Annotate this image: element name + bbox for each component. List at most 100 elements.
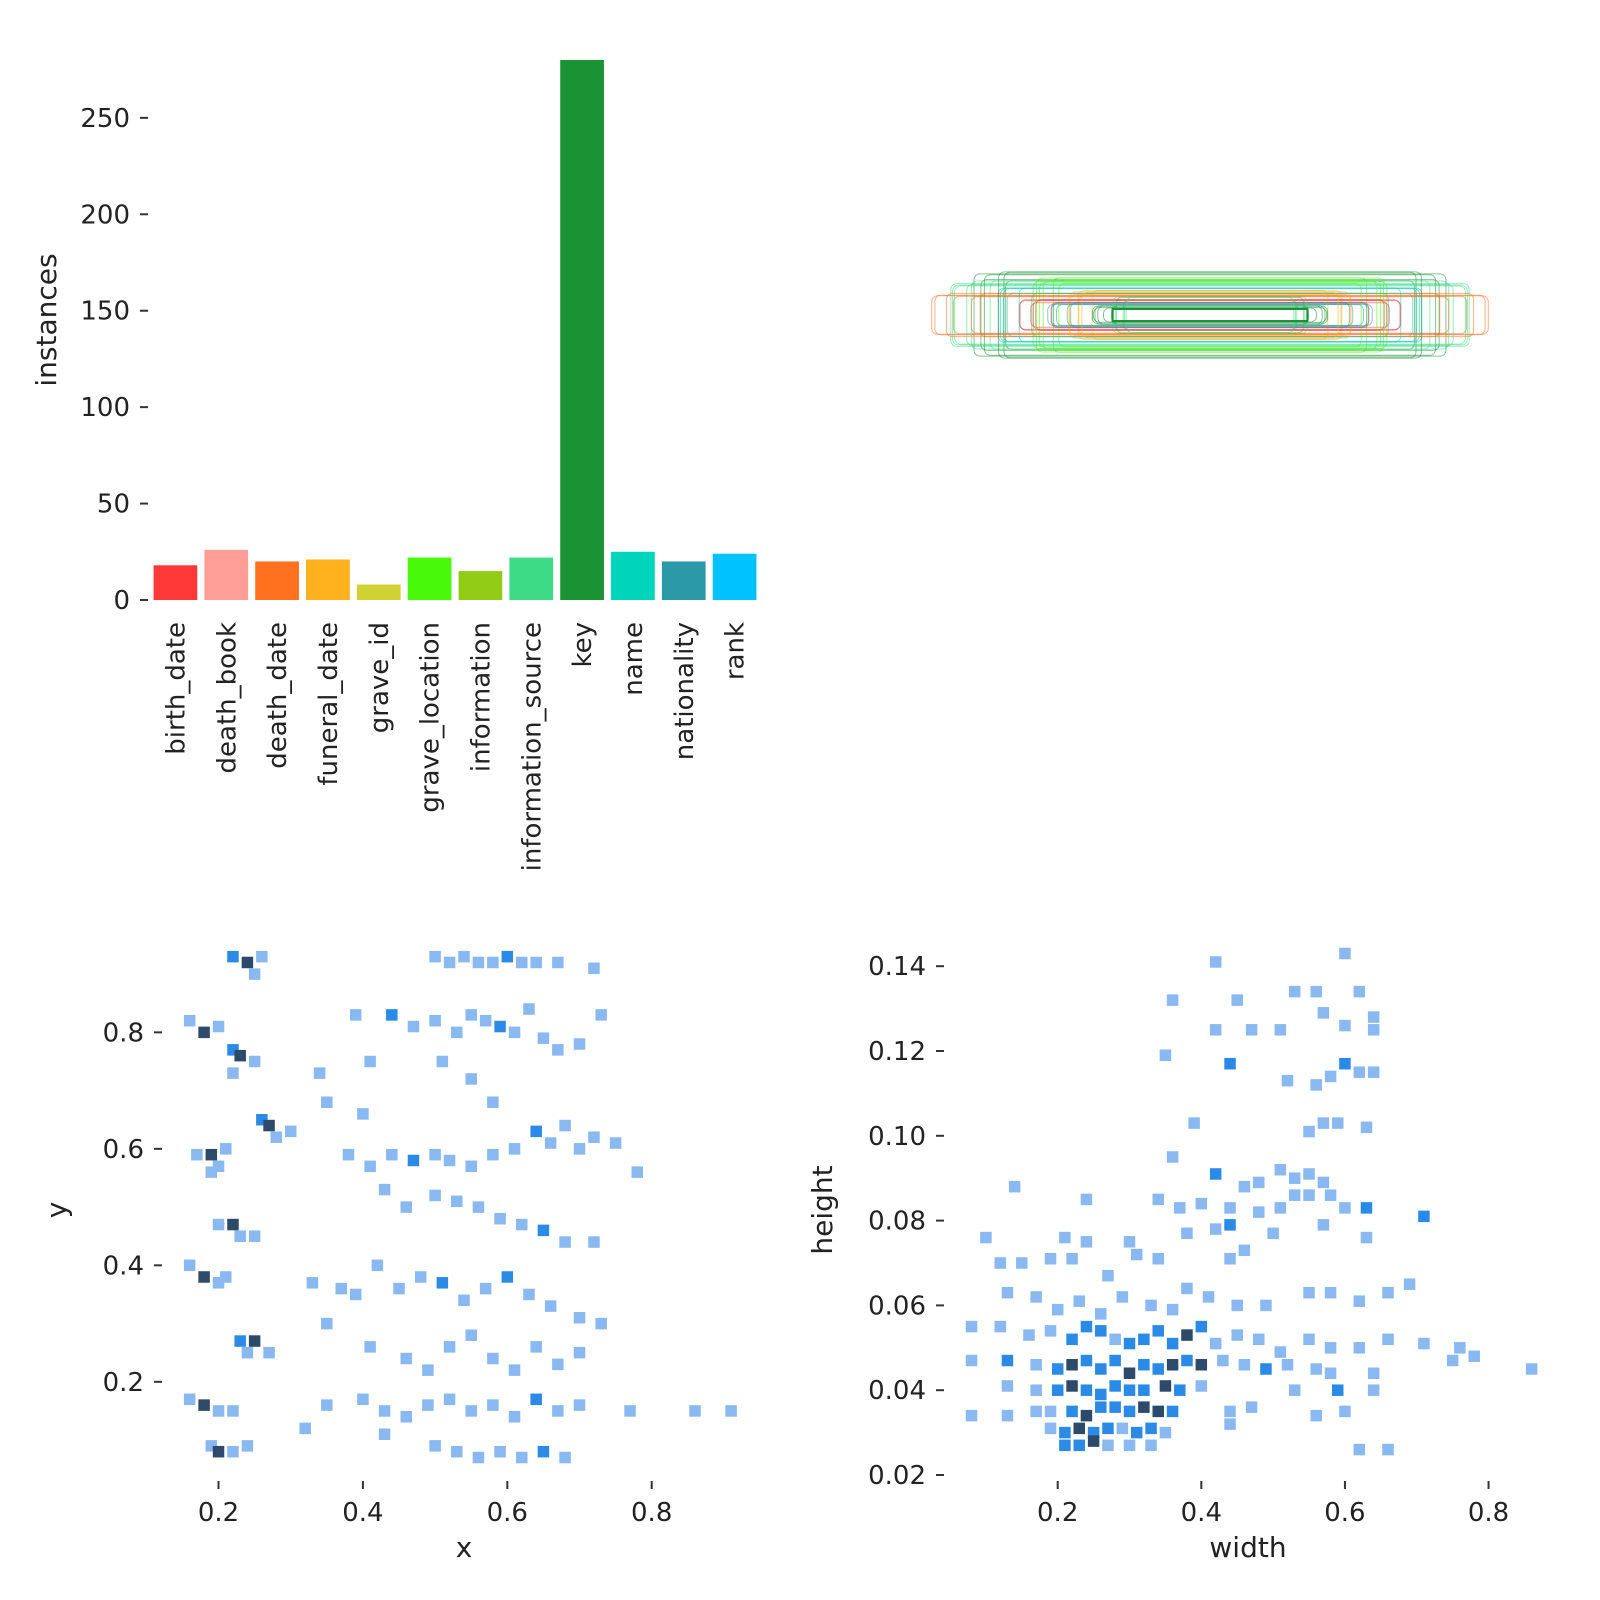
heatmap-cell (487, 1096, 499, 1109)
bar-information (458, 571, 503, 600)
label-box (1111, 308, 1309, 322)
heatmap-cell (537, 1032, 550, 1044)
heatmap-cell (1152, 1253, 1164, 1265)
heatmap-cell (516, 1451, 528, 1464)
label-box (1103, 307, 1317, 323)
heatmap-cell (1051, 1303, 1064, 1316)
x-tick-label: funeral_date (314, 622, 344, 786)
box-shape-overlay (931, 271, 1489, 359)
label-box (952, 284, 1468, 346)
y-tick-label: 250 (80, 104, 130, 134)
heatmap-cell (573, 1311, 586, 1324)
heatmap-cell (1303, 1189, 1315, 1201)
heatmap-cell (234, 1230, 246, 1242)
heatmap-cell (573, 1143, 586, 1155)
heatmap-cell (1224, 1405, 1236, 1418)
heatmap-cell (1166, 1337, 1179, 1350)
heatmap-cell (1454, 1342, 1466, 1354)
heatmap-cell (465, 1073, 477, 1085)
x-tick-label: 0.2 (1037, 1498, 1078, 1528)
heatmap-cell (1066, 1333, 1078, 1346)
heatmap-cell (1080, 1320, 1093, 1333)
heatmap-cell (451, 1445, 463, 1458)
heatmap-cell (234, 1049, 246, 1062)
y-tick-label: 0.6 (103, 1135, 144, 1165)
heatmap-cell (1353, 1342, 1366, 1354)
x-tick-label: key (568, 622, 598, 668)
heatmap-cell (1339, 1057, 1351, 1070)
heatmap-cell (227, 1445, 239, 1458)
heatmap-cell (530, 1341, 542, 1353)
heatmap-cell (1303, 1286, 1315, 1299)
heatmap-cell (212, 1277, 225, 1289)
heatmap-cell (1260, 1299, 1272, 1312)
x-tick-label: 0.6 (1324, 1498, 1365, 1528)
label-box (1052, 277, 1368, 353)
heatmap-cell (1367, 1024, 1380, 1036)
heatmap-cell (248, 1335, 261, 1347)
heatmap-cell (1224, 1418, 1236, 1430)
heatmap-cell (1209, 1024, 1222, 1036)
heatmap-cell (487, 956, 499, 969)
heatmap-cell (241, 1346, 254, 1359)
heatmap-cell (1095, 1363, 1107, 1375)
heatmap-cell (248, 1230, 261, 1242)
heatmap-cell (1231, 1329, 1243, 1341)
heatmap-cell (508, 1364, 521, 1376)
heatmap-cell (501, 950, 514, 963)
heatmap-cell (1102, 1422, 1114, 1435)
heatmap-cell (1238, 1359, 1251, 1371)
y-axis-label: y (40, 1202, 73, 1219)
label-box (1092, 307, 1328, 323)
heatmap-cell (1095, 1401, 1107, 1413)
heatmap-cell (1353, 985, 1366, 998)
heatmap-cell (588, 1236, 600, 1248)
heatmap-cell (530, 1125, 542, 1138)
heatmap-cell (1353, 1295, 1366, 1307)
heatmap-cell (1123, 1367, 1136, 1379)
heatmap-cell (1145, 1439, 1157, 1452)
heatmap-cell (1102, 1439, 1114, 1452)
heatmap-cell (1138, 1401, 1150, 1413)
label-box (980, 279, 1440, 351)
heatmap-cell (1525, 1363, 1538, 1375)
heatmap-cell (234, 1335, 246, 1347)
heatmap-cell (1317, 1117, 1330, 1129)
heatmap-cell (227, 1405, 239, 1417)
heatmap-cell (1274, 1163, 1287, 1176)
heatmap-cell (1317, 1176, 1330, 1189)
label-box (1038, 281, 1382, 349)
heatmap-cell (1066, 1359, 1078, 1371)
heatmap-cell (183, 1259, 196, 1272)
heatmap-cell (1166, 994, 1179, 1006)
heatmap-cell (1324, 1286, 1337, 1299)
heatmap-cell (364, 1341, 376, 1353)
heatmap-cell (1152, 1193, 1164, 1206)
heatmap-cell (1181, 1282, 1193, 1295)
heatmap-cell (1274, 1202, 1287, 1214)
heatmap-cell (980, 1231, 992, 1244)
heatmap-cell (1310, 1409, 1322, 1422)
y-tick-label: 0.10 (868, 1122, 926, 1152)
heatmap-cell (443, 1341, 456, 1353)
heatmap-cell (1253, 1176, 1265, 1189)
heatmap-cell (1195, 1359, 1208, 1371)
heatmap-cell (212, 1405, 225, 1417)
bar-information_source (509, 557, 554, 600)
heatmap-cell (1209, 1223, 1222, 1235)
heatmap-cell (1030, 1291, 1042, 1303)
heatmap-cell (1123, 1384, 1136, 1396)
heatmap-cell (1016, 1257, 1028, 1269)
heatmap-cell (1367, 1011, 1380, 1023)
heatmap-cell (552, 1405, 564, 1417)
heatmap-cell (559, 1451, 571, 1464)
heatmap-cell (1166, 1405, 1179, 1418)
heatmap-cell (357, 1108, 369, 1120)
heatmap-cell (1181, 1227, 1193, 1240)
heatmap-cell (386, 1009, 398, 1021)
heatmap-cell (1209, 956, 1222, 968)
heatmap-cell (1073, 1439, 1086, 1452)
heatmap-cell (436, 1055, 449, 1068)
heatmap-cell (523, 1003, 535, 1015)
